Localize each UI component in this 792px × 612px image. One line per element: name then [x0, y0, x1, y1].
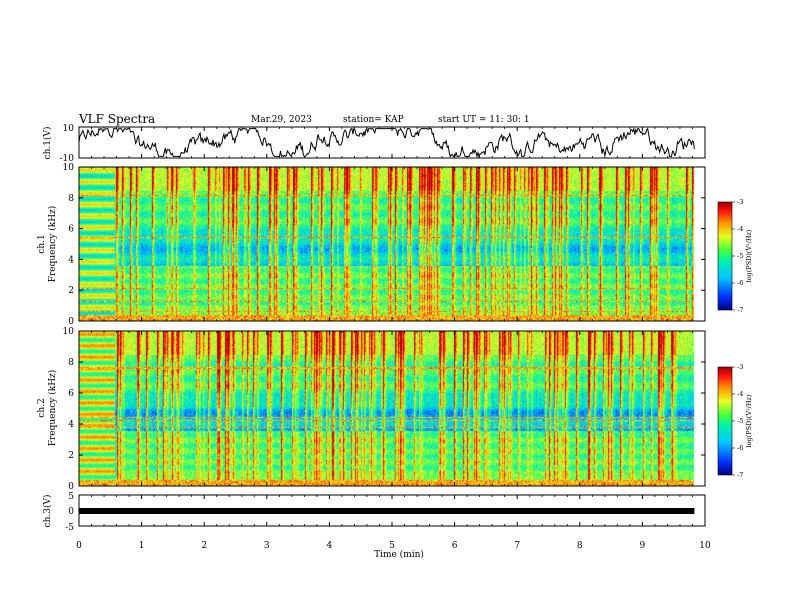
x-tick-label: 1 — [139, 541, 145, 551]
ch2-spec-ylabel: Frequency (kHz) — [47, 370, 58, 447]
y-tick-label: 4 — [68, 420, 74, 430]
ch1-spec-ylabel-top: ch.1 — [37, 234, 47, 253]
x-tick-label: 8 — [577, 541, 583, 551]
ch3-ytick-bottom: -5 — [65, 523, 74, 533]
ch3-ytick-mid: 0 — [68, 507, 74, 517]
x-axis-ticks: 0 1 2 3 4 5 6 7 8 9 10 — [76, 127, 711, 551]
y-tick-label: 2 — [68, 286, 74, 296]
ch1-waveform-line — [78, 127, 695, 159]
y-tick-label: 2 — [68, 451, 74, 461]
x-tick-label: 0 — [76, 541, 82, 551]
ch3-signal-band — [79, 508, 695, 514]
ch2-spectrogram-image — [79, 331, 705, 486]
x-tick-label: 5 — [389, 541, 395, 551]
colorbar-tick-label: -3 — [737, 363, 743, 371]
y-tick-label: 6 — [68, 225, 74, 235]
x-tick-label: 3 — [264, 541, 270, 551]
ch1-spec-ylabel: Frequency (kHz) — [47, 206, 58, 283]
y-tick-label: 8 — [68, 358, 74, 368]
x-tick-label: 2 — [201, 541, 207, 551]
x-tick-label: 6 — [452, 541, 458, 551]
ch2-spec-ylabel-top: ch.2 — [37, 398, 47, 417]
ch3-panel: 5 0 -5 ch.3(V) — [42, 492, 706, 533]
colorbar-tick-label: -5 — [737, 417, 743, 425]
ch3-ylabel: ch.3(V) — [42, 495, 53, 528]
ch1-ylabel: ch.1(V) — [42, 127, 53, 160]
ch2-colorbar-label: log(PSD)(V²/Hz) — [745, 394, 753, 447]
x-tick-label: 7 — [514, 541, 520, 551]
colorbar-tick-label: -6 — [737, 279, 743, 287]
ch1-waveform-panel: 10 -10 ch.1(V) — [42, 124, 706, 164]
ch1-colorbar-label: log(PSD)(V²/Hz) — [745, 229, 753, 282]
station-label: station= KAP — [343, 115, 404, 125]
y-tick-label: 8 — [68, 194, 74, 204]
ch1-spectrogram-image — [79, 167, 705, 321]
colorbar-tick-label: -7 — [737, 471, 743, 479]
colorbar-tick-label: -5 — [737, 252, 743, 260]
y-tick-label: 10 — [63, 163, 75, 173]
colorbar-tick-label: -7 — [737, 306, 743, 314]
ch2-colorbar: -3 -4 -5 -6 -7 log(PSD)(V²/Hz) — [717, 363, 753, 479]
colorbar-tick-label: -4 — [737, 225, 743, 233]
ch1-ytick-bottom: -10 — [60, 154, 75, 164]
y-tick-label: 10 — [63, 327, 75, 337]
figure-title: VLF Spectra — [78, 112, 155, 126]
ch1-colorbar: -3 -4 -5 -6 -7 log(PSD)(V²/Hz) — [717, 198, 753, 314]
y-tick-label: 0 — [68, 317, 74, 327]
x-tick-label: 9 — [640, 541, 646, 551]
x-axis-label: Time (min) — [374, 549, 424, 560]
colorbar-tick-label: -6 — [737, 444, 743, 452]
y-tick-label: 6 — [68, 389, 74, 399]
ch3-ytick-top: 5 — [68, 492, 74, 502]
ch2-spectrogram-panel: 0 2 4 6 8 10 ch.2 Frequency (kHz) — [37, 327, 706, 492]
ch1-ytick-top: 10 — [63, 124, 75, 134]
x-tick-label: 4 — [327, 541, 333, 551]
colorbar-tick-label: -3 — [737, 198, 743, 206]
ch1-spectrogram-panel: 0 2 4 6 8 10 ch.1 Frequency (kHz) — [37, 163, 706, 327]
y-tick-label: 4 — [68, 255, 74, 265]
x-tick-label: 10 — [699, 541, 711, 551]
start-time-label: start UT = 11: 30: 1 — [438, 115, 530, 125]
colorbar-tick-label: -4 — [737, 390, 743, 398]
y-tick-label: 0 — [68, 482, 74, 492]
date-label: Mar.29, 2023 — [251, 115, 312, 125]
